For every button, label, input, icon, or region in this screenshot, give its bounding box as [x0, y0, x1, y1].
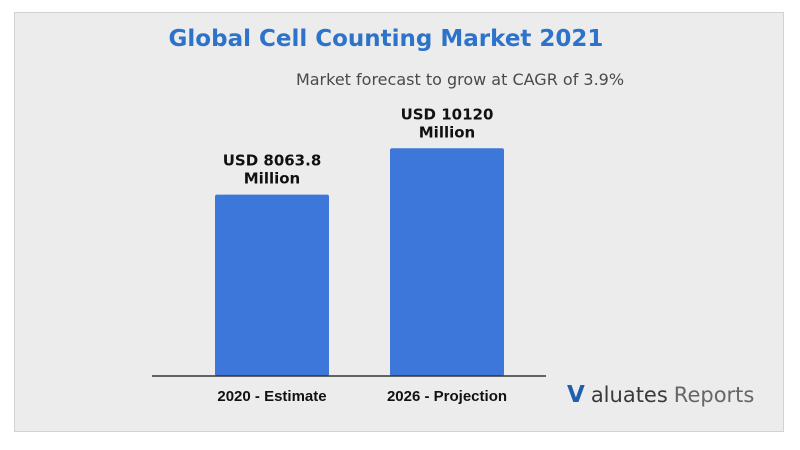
bar-2 [390, 148, 504, 376]
bar-2-data-label-line-1: USD 10120 [401, 105, 494, 123]
x-tick-label-1: 2020 - Estimate [217, 388, 326, 405]
chart-title: Global Cell Counting Market 2021 [168, 26, 604, 52]
bar-2-data-label-line-2: Million [419, 123, 475, 141]
bar-1-data-label-line-2: Million [244, 170, 300, 188]
x-tick-label-2: 2026 - Projection [387, 388, 507, 405]
bar-1 [215, 194, 329, 376]
brand-mark: V [567, 382, 585, 408]
bar-1-data-label-line-1: USD 8063.8 [223, 152, 322, 170]
brand-suffix: Reports [673, 383, 755, 407]
brand-name: aluates [590, 383, 668, 407]
chart-subtitle: Market forecast to grow at CAGR of 3.9% [295, 70, 625, 89]
